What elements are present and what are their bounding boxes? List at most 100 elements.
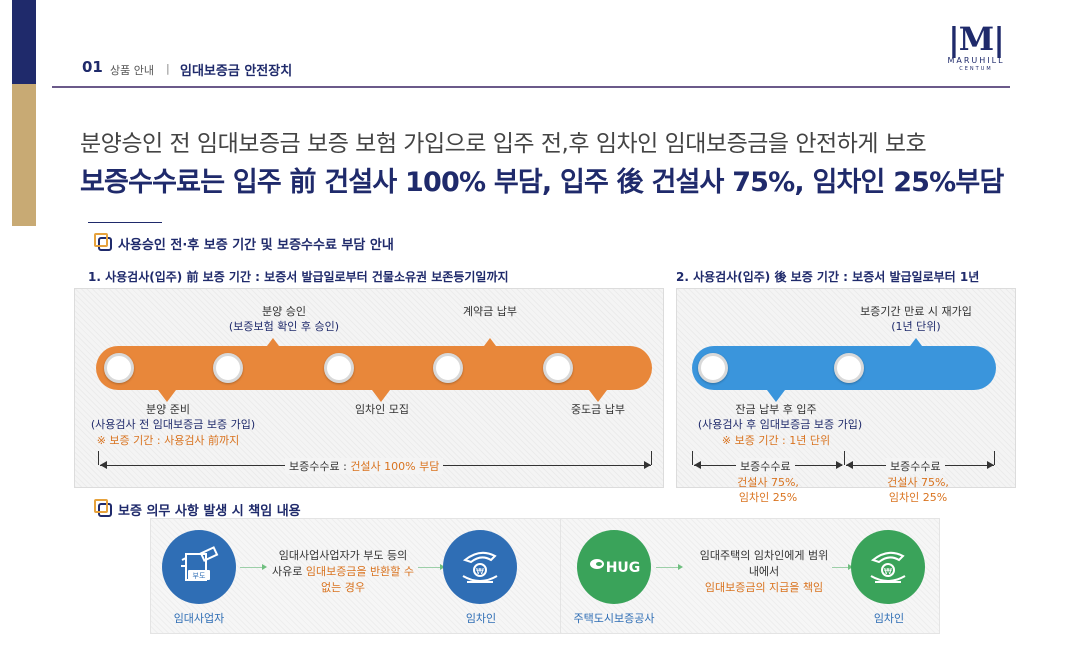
- duty-text-landlord-line2: 사유로 임대보증금을 반환할 수: [271, 565, 415, 578]
- svg-text:₩: ₩: [476, 567, 484, 576]
- pointer-down-interim: [589, 390, 607, 402]
- section-bullet-icon: [94, 233, 112, 251]
- pointer-down-prep: [158, 390, 176, 402]
- label-sale-approval-note: (보증보험 확인 후 승인): [228, 320, 340, 333]
- period-before-label: 1. 사용검사(입주) 前 보증 기간 :: [88, 270, 260, 284]
- section-rule: [88, 222, 162, 223]
- duty-text-hug-line2: 내에서: [748, 565, 780, 578]
- caption-tenant-1: 임차인: [465, 612, 497, 625]
- fee-after-right-line1: 건설사 75%,: [887, 476, 949, 489]
- hand-coin-icon: ₩: [870, 551, 906, 583]
- label-contract: 계약금 납부: [462, 305, 518, 318]
- fee-after-left-line2: 임차인 25%: [738, 491, 798, 504]
- period-before: 1. 사용검사(입주) 前 보증 기간 : 보증서 발급일로부터 건물소유권 보…: [88, 268, 509, 285]
- section-bullet-icon: [94, 499, 112, 517]
- label-renew-note: (1년 단위): [891, 320, 941, 333]
- fee-after-right-label: 보증수수료: [886, 458, 945, 474]
- label-prep-note: (사용검사 전 임대보증금 보증 가입): [90, 418, 256, 431]
- dimension-tick: [651, 451, 652, 465]
- duty-text-hug: 임대주택의 임차인에게 범위 내에서 임대보증금의 지급을 책임: [672, 548, 856, 596]
- hand-coin-icon: ₩: [462, 551, 498, 583]
- fee-before: 보증수수료 : 건설사 100% 부담: [285, 458, 444, 474]
- duty-text-landlord-line1: 임대사업사업자가 부도 등의: [278, 549, 408, 562]
- label-renew: 보증기간 만료 시 재가입: [860, 305, 972, 318]
- svg-text:부도: 부도: [193, 572, 206, 580]
- period-after: 2. 사용검사(입주) 後 보증 기간 : 보증서 발급일로부터 1년: [676, 268, 979, 285]
- caption-landlord: 임대사업자: [173, 612, 225, 625]
- hug-logo-icon: HUG: [590, 559, 641, 576]
- svg-text:HUG: HUG: [606, 560, 641, 576]
- dimension-tick: [994, 451, 995, 465]
- timeline-node: [324, 353, 354, 383]
- label-moving-note: (사용검사 후 임대보증금 보증 가입): [697, 418, 863, 431]
- svg-text:₩: ₩: [884, 567, 892, 576]
- label-tenant-recruit: 임차인 모집: [354, 403, 410, 416]
- label-prep-period: ※ 보증 기간 : 사용검사 前까지: [96, 434, 240, 447]
- logo-name: MARUHILL: [947, 56, 1005, 65]
- pointer-down-moving: [767, 390, 785, 402]
- section1-title: 사용승인 전·후 보증 기간 및 보증수수료 부담 안내: [118, 238, 394, 253]
- tenant-circle-2: ₩: [851, 530, 925, 604]
- connector-arrow-icon: [848, 564, 853, 570]
- accent-bar-gold: [12, 84, 36, 226]
- bankrupt-icon: 부도: [181, 546, 219, 581]
- label-interim-payment: 중도금 납부: [570, 403, 626, 416]
- dimension-tick: [692, 451, 693, 465]
- duty-text-hug-line1: 임대주택의 임차인에게 범위: [699, 549, 829, 562]
- timeline-node: [543, 353, 573, 383]
- headline-subtitle: 분양승인 전 임대보증금 보증 보험 가입으로 입주 전,후 임차인 임대보증금…: [80, 131, 927, 157]
- timeline-node: [834, 353, 864, 383]
- period-after-value: 보증서 발급일로부터 1년: [852, 270, 980, 284]
- fee-after-left-label: 보증수수료: [736, 458, 795, 474]
- page-title: 임대보증금 안전장치: [180, 64, 293, 79]
- connector-arrow-icon: [678, 564, 683, 570]
- connector-line: [418, 567, 442, 568]
- duty-text-landlord-line3: 없는 경우: [321, 581, 365, 594]
- connector-line: [240, 567, 264, 568]
- timeline-node: [698, 353, 728, 383]
- header-rule: [52, 86, 1010, 88]
- period-after-label: 2. 사용검사(입주) 後 보증 기간 :: [676, 270, 848, 284]
- dimension-tick: [844, 451, 845, 465]
- fee-after-left-line1: 건설사 75%,: [737, 476, 799, 489]
- section-number: 01: [82, 58, 103, 76]
- fee-before-label: 보증수수료 :: [289, 460, 347, 473]
- fee-before-value: 건설사 100% 부담: [350, 460, 440, 473]
- label-prep: 분양 준비: [146, 403, 190, 416]
- landlord-circle: 부도: [162, 530, 236, 604]
- arrow-left-icon: [846, 461, 853, 469]
- maruhill-logo: |M| MARUHILL CENTUM: [940, 22, 1012, 73]
- arrow-left-icon: [694, 461, 701, 469]
- dimension-tick: [98, 451, 99, 465]
- period-before-value: 보증서 발급일로부터 건물소유권 보존등기일까지: [264, 270, 509, 284]
- logo-sub: CENTUM: [959, 66, 993, 72]
- arrow-left-icon: [100, 461, 107, 469]
- label-moving: 잔금 납부 후 입주: [735, 403, 817, 416]
- label-after-period: ※ 보증 기간 : 1년 단위: [721, 434, 831, 447]
- tenant-circle-1: ₩: [443, 530, 517, 604]
- arrow-right-icon: [836, 461, 843, 469]
- section2-title: 보증 의무 사항 발생 시 책임 내용: [118, 504, 301, 519]
- headline-title: 보증수수료는 입주 前 건설사 100% 부담, 입주 後 건설사 75%, 임…: [80, 167, 1004, 198]
- duty-text-landlord: 임대사업사업자가 부도 등의 사유로 임대보증금을 반환할 수 없는 경우: [258, 548, 428, 596]
- pointer-down-tenant: [372, 390, 390, 402]
- accent-bar-navy: [12, 0, 36, 84]
- connector-line: [832, 567, 850, 568]
- hug-circle: HUG: [577, 530, 651, 604]
- caption-hug: 주택도시보증공사: [573, 612, 655, 625]
- timeline-node: [433, 353, 463, 383]
- fee-after-right-line2: 임차인 25%: [888, 491, 948, 504]
- connector-line: [656, 567, 680, 568]
- arrow-right-icon: [987, 461, 994, 469]
- connector-arrow-icon: [440, 564, 445, 570]
- caption-tenant-2: 임차인: [873, 612, 905, 625]
- logo-mark: |M|: [948, 20, 1005, 58]
- arrow-right-icon: [644, 461, 651, 469]
- label-sale-approval: 분양 승인: [262, 305, 306, 318]
- timeline-node: [104, 353, 134, 383]
- duty-text-hug-line3: 임대보증금의 지급을 책임: [704, 581, 824, 594]
- header-divider: |: [166, 62, 170, 75]
- timeline-node: [213, 353, 243, 383]
- connector-arrow-icon: [262, 564, 267, 570]
- section-category: 상품 안내: [110, 64, 154, 77]
